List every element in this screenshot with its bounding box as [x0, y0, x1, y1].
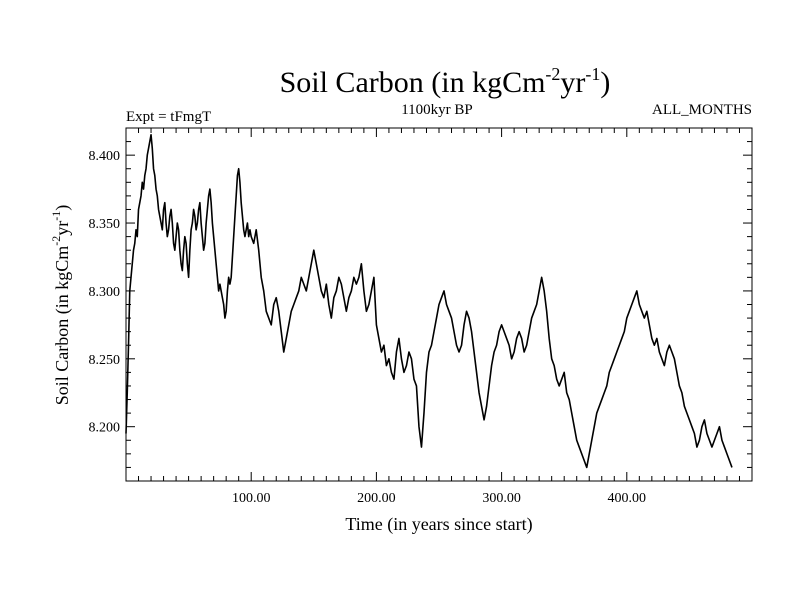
y-tick-label: 8.200 — [89, 421, 121, 436]
y-tick-label: 8.400 — [89, 149, 121, 164]
experiment-label: Expt = tFmgT — [126, 109, 211, 125]
y-tick-labels: 8.200 8.250 8.300 8.350 8.400 — [89, 149, 121, 436]
months-label: ALL_MONTHS — [652, 102, 752, 118]
soil-carbon-series-line — [125, 133, 733, 469]
chart-title: Soil Carbon (in kgCm-2yr-1) — [280, 64, 611, 99]
axis-ticks — [126, 127, 752, 482]
x-tick-labels: 100.00 200.00 300.00 400.00 — [232, 491, 646, 506]
x-tick-label: 400.00 — [608, 491, 647, 506]
y-tick-label: 8.250 — [89, 353, 121, 368]
y-tick-label: 8.300 — [89, 285, 121, 300]
x-tick-label: 300.00 — [482, 491, 521, 506]
period-label: 1100kyr BP — [401, 102, 473, 118]
y-tick-label: 8.350 — [89, 217, 121, 232]
y-axis-title: Soil Carbon (in kgCm-2yr-1) — [49, 205, 73, 406]
x-axis-title: Time (in years since start) — [345, 514, 532, 535]
x-tick-label: 200.00 — [357, 491, 396, 506]
x-tick-label: 100.00 — [232, 491, 271, 506]
